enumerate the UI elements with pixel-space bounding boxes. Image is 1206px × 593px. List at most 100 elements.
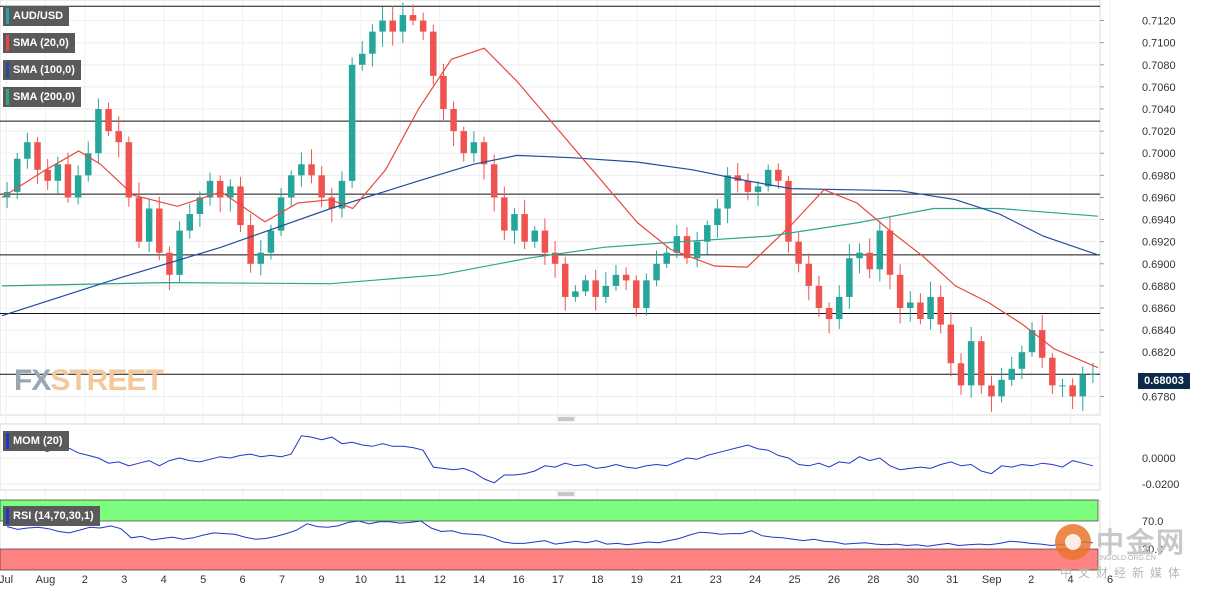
sma20-line	[1, 47, 1099, 369]
candle-body	[115, 131, 122, 143]
candle-body	[561, 263, 569, 297]
date-tick-label: Jul	[0, 574, 13, 586]
candle-body	[927, 296, 934, 320]
legend-symbol[interactable]: AUD/USD	[3, 6, 70, 26]
candle-body	[521, 214, 528, 242]
price-tick-label: 0.6920	[1142, 237, 1176, 249]
cngold-logo: 中金网 CNGOLD.ORG.CN 中文财经新媒体	[1050, 519, 1200, 583]
rsi-axis-ticks: 70.0 30.0	[1142, 516, 1163, 556]
candle-body	[673, 236, 681, 253]
candle-body	[612, 274, 620, 286]
candle-body	[105, 109, 112, 132]
date-tick-label: 24	[749, 574, 761, 586]
candle-body	[460, 131, 467, 154]
mom-axis-ticks: 0.0000 -0.0200	[1142, 453, 1179, 491]
price-tick-label: 0.6860	[1142, 303, 1176, 315]
candle-body	[988, 385, 995, 397]
date-tick-label: Aug	[36, 574, 56, 586]
candle-body	[176, 230, 183, 275]
price-tick-label: 0.7020	[1142, 126, 1176, 138]
candle-body	[795, 241, 802, 264]
fxstreet-watermark: FXSTREET	[14, 364, 164, 398]
logo-subtitle: CNGOLD.ORG.CN	[1096, 555, 1156, 562]
legend-sma20[interactable]: SMA (20,0)	[3, 33, 75, 53]
candle-body	[734, 175, 741, 181]
date-tick-label: 6	[240, 574, 246, 586]
price-tick-label: 0.7000	[1142, 148, 1176, 160]
candle-body	[298, 164, 305, 176]
legend-color-marker	[6, 433, 9, 449]
candle-body	[34, 142, 41, 170]
legend-color-marker	[6, 62, 9, 78]
candle-body	[785, 180, 792, 242]
candle-body	[318, 175, 325, 198]
legend-mom[interactable]: MOM (20)	[3, 431, 69, 451]
panel-resize-handle-2[interactable]	[556, 491, 576, 497]
candle-body	[551, 252, 559, 264]
date-tick-label: 2	[82, 574, 88, 586]
candle-body	[389, 20, 396, 32]
candle-body	[978, 341, 985, 386]
price-tick-label: 0.7100	[1142, 38, 1176, 50]
rsi-tick-label: 70.0	[1142, 516, 1163, 528]
date-tick-label: 25	[788, 574, 800, 586]
candle-body	[876, 230, 884, 270]
mom-tick-label: -0.0200	[1142, 479, 1179, 491]
candle-body	[196, 197, 204, 215]
price-tick-label: 0.6940	[1142, 215, 1176, 227]
price-tick-label: 0.6900	[1142, 259, 1176, 271]
date-tick-label: Sep	[982, 574, 1002, 586]
rsi-oversold-band	[0, 548, 1099, 571]
candle-body	[683, 236, 691, 259]
legend-symbol-label: AUD/USD	[13, 10, 64, 22]
date-tick-label: 17	[552, 574, 564, 586]
candle-body	[440, 75, 447, 110]
legend-mom-label: MOM (20)	[13, 435, 63, 447]
watermark-fx: FX	[14, 364, 51, 397]
legend-color-marker	[6, 35, 9, 51]
watermark-street: STREET	[50, 364, 163, 397]
main-panel	[0, 0, 1101, 416]
candle-body	[1049, 357, 1056, 386]
candle-body	[744, 180, 752, 192]
logo-title: 中金网	[1096, 526, 1187, 559]
candle-body	[328, 197, 336, 209]
legend-sma200[interactable]: SMA (200,0)	[3, 87, 81, 107]
candle-body	[206, 180, 214, 198]
candle-body	[957, 363, 965, 386]
candle-body	[308, 164, 315, 176]
candle-body	[145, 208, 153, 242]
sma200-line	[1, 207, 1099, 287]
candle-body	[856, 252, 863, 259]
legend-rsi[interactable]: RSI (14,70,30,1)	[3, 506, 100, 526]
candle-body	[156, 208, 163, 253]
price-tick-label: 0.6840	[1142, 325, 1176, 337]
candle-body	[95, 109, 102, 154]
mom-tick-label: 0.0000	[1142, 453, 1176, 465]
date-tick-label: 7	[279, 574, 285, 586]
date-tick-label: 2	[1028, 574, 1034, 586]
panel-resize-handle-1[interactable]	[556, 416, 576, 422]
candle-body	[937, 296, 944, 325]
candle-body	[714, 208, 721, 226]
candle-body	[531, 230, 539, 242]
candle-body	[967, 341, 975, 386]
date-tick-label: 4	[1068, 574, 1074, 586]
rsi-overbought-band	[0, 499, 1099, 522]
date-tick-label: 31	[946, 574, 958, 586]
candle-body	[348, 64, 356, 181]
candle-body	[846, 258, 853, 297]
candle-body	[1059, 385, 1066, 387]
candle-body	[257, 252, 265, 264]
candle-body	[359, 53, 366, 65]
legend-sma100[interactable]: SMA (100,0)	[3, 60, 81, 80]
candle-body	[866, 252, 873, 270]
sma100-line	[1, 154, 1099, 317]
date-tick-label: 30	[907, 574, 919, 586]
price-tick-label: 0.7040	[1142, 104, 1176, 116]
date-tick-label: 4	[161, 574, 167, 586]
price-tick-label: 0.6820	[1142, 347, 1176, 359]
candle-body	[572, 291, 579, 297]
candle-body	[886, 230, 894, 275]
date-tick-label: 3	[121, 574, 127, 586]
